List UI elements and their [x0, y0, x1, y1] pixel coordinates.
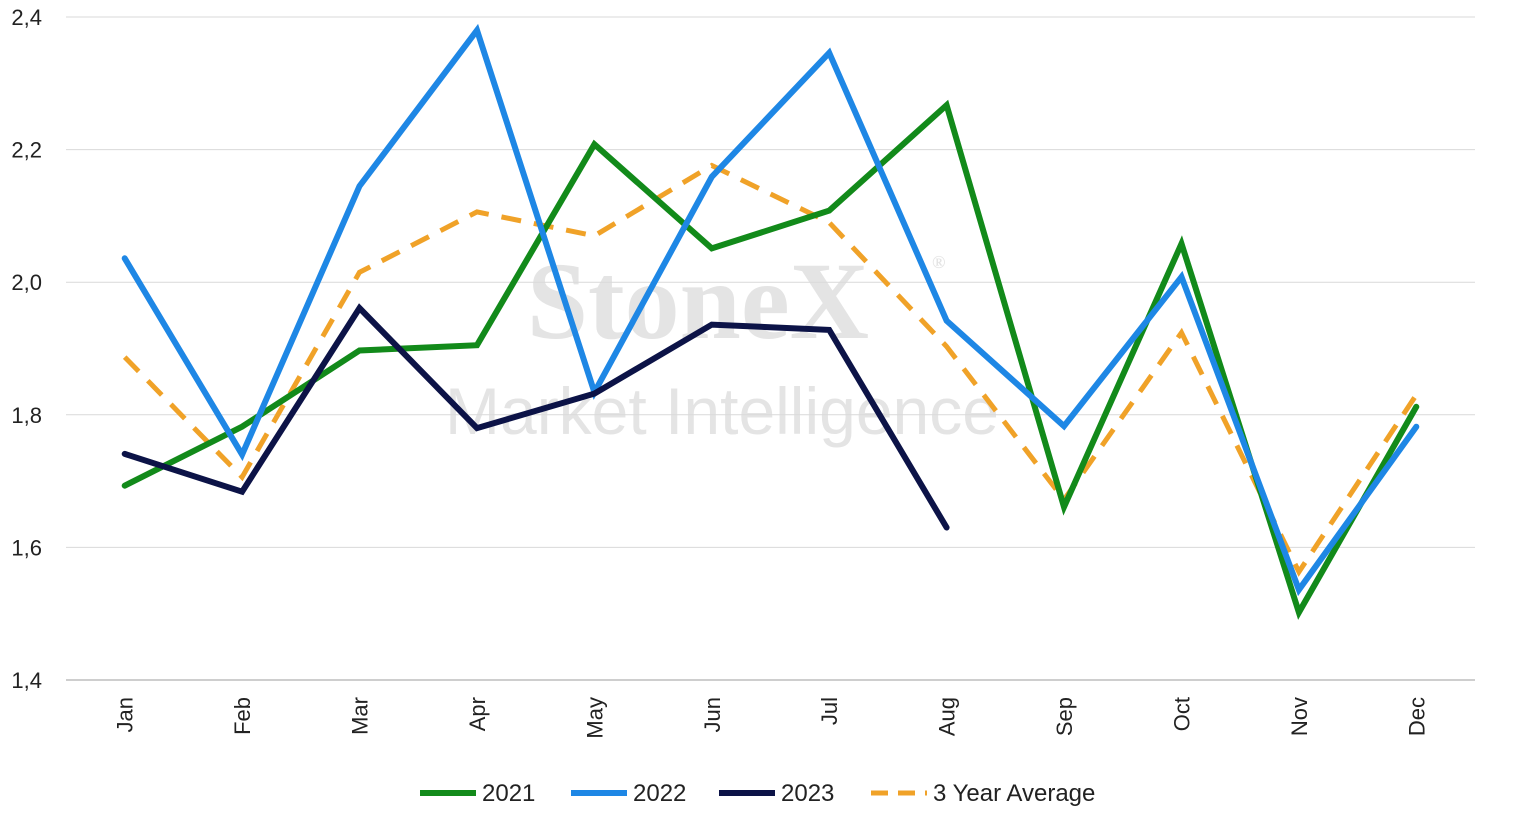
- y-axis-ticks: 1,4 1,6 1,8 2,0 2,2 2,4: [11, 5, 42, 693]
- x-tick-label: May: [582, 697, 607, 739]
- x-tick-label: Feb: [230, 697, 255, 735]
- y-tick-label: 2,0: [11, 270, 42, 295]
- y-tick-label: 1,4: [11, 668, 42, 693]
- x-tick-label: Dec: [1404, 697, 1429, 736]
- series-line-2022: [121, 23, 1420, 597]
- series-line-3-year-average: [122, 162, 1419, 577]
- x-tick-label: Oct: [1169, 697, 1194, 731]
- y-tick-label: 1,8: [11, 403, 42, 428]
- x-axis-ticks: Jan Feb Mar Apr May Jun Jul Aug Sep Oct Nov Dec: [113, 697, 1430, 739]
- x-tick-label: Jan: [113, 697, 138, 732]
- x-tick-label: Nov: [1287, 697, 1312, 736]
- legend-label: 2021: [482, 780, 535, 807]
- y-tick-label: 2,2: [11, 138, 42, 163]
- watermark: StoneX ® Market Intelligence: [445, 240, 999, 448]
- x-tick-label: Jun: [700, 697, 725, 732]
- x-tick-label: Sep: [1052, 697, 1077, 736]
- legend: 2021 2022 2023 3 Year Average: [420, 780, 1095, 807]
- x-tick-label: Apr: [465, 697, 490, 731]
- gridlines: [66, 16, 1475, 681]
- series-lines: [121, 23, 1420, 620]
- series-line-2023: [121, 303, 950, 531]
- x-tick-label: Jul: [817, 697, 842, 725]
- legend-label: 2023: [781, 780, 834, 807]
- watermark-registered-mark: ®: [932, 252, 945, 272]
- legend-label: 3 Year Average: [933, 780, 1095, 807]
- y-tick-label: 1,6: [11, 535, 42, 560]
- y-tick-label: 2,4: [11, 5, 42, 30]
- watermark-brand: StoneX: [527, 240, 869, 362]
- legend-label: 2022: [633, 780, 686, 807]
- x-tick-label: Aug: [935, 697, 960, 736]
- series-line-2021: [121, 99, 1420, 620]
- x-tick-label: Mar: [348, 697, 373, 735]
